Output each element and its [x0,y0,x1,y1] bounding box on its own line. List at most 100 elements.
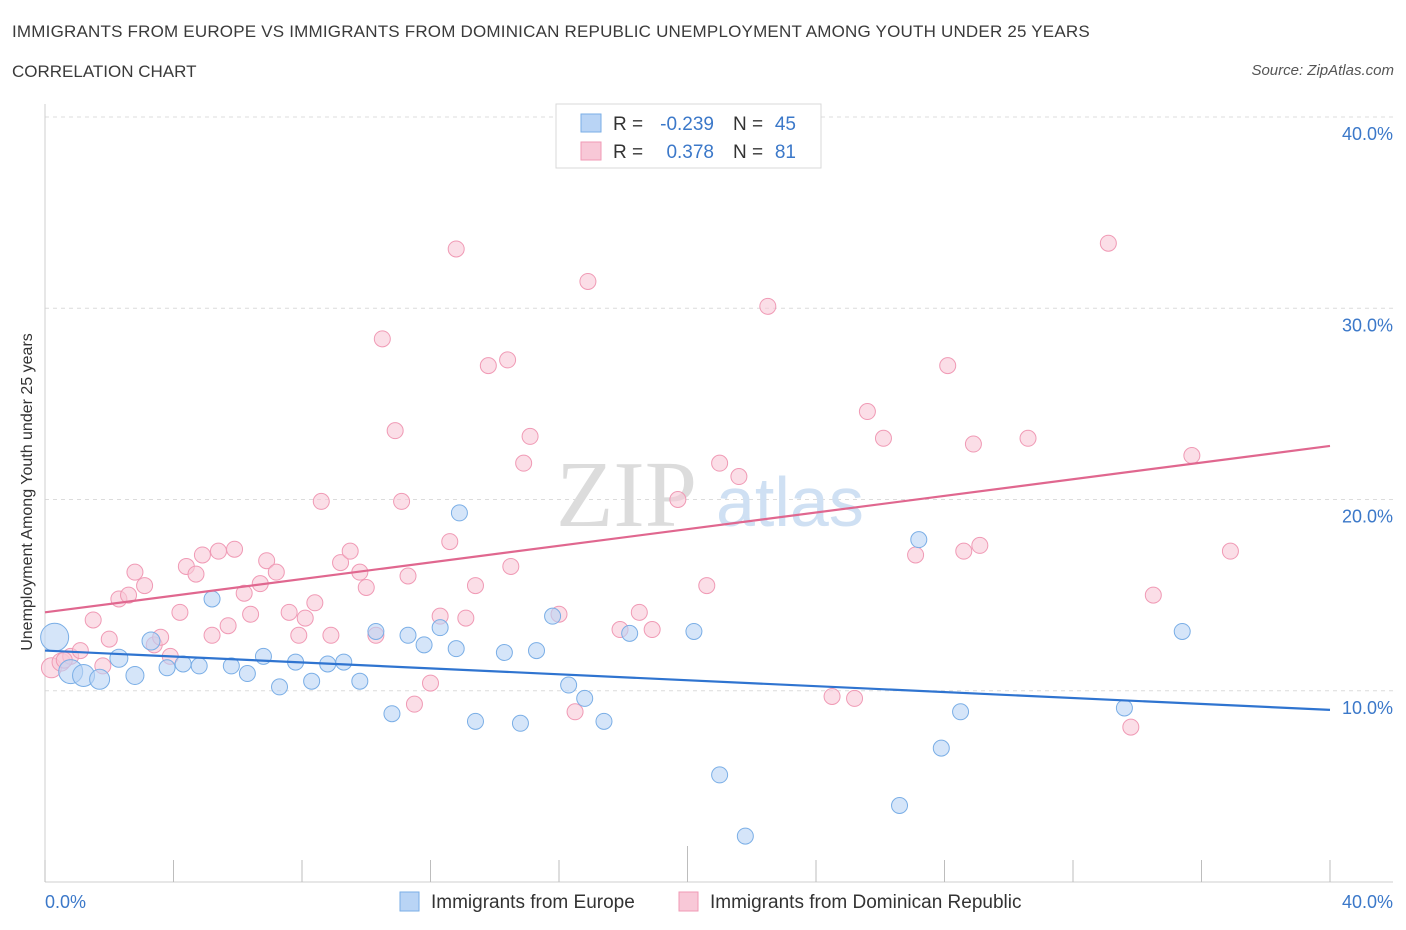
dominican-point [84,611,102,629]
dominican-point [971,536,989,554]
legend-europe-r-label: R = [613,114,643,135]
dominican-point [322,626,340,644]
legend-dominican-r-label: R = [613,142,643,163]
dominican-point [126,563,144,581]
europe-point [141,631,161,651]
dominican-point [643,621,661,639]
europe-point [736,827,754,845]
dominican-point [515,454,533,472]
europe-point [238,665,256,683]
y-tick-label: 20.0% [1342,507,1393,527]
dominican-point [219,617,237,635]
dominican-trend-line [44,444,1331,614]
dominican-point [267,563,285,581]
watermark: ZIP atlas [556,443,864,547]
dominican-point [630,603,648,621]
dominican-point [1019,429,1037,447]
europe-point [222,657,240,675]
x-tick-label-left: 0.0% [45,892,86,912]
dominican-point [1183,447,1201,465]
dominican-point [698,577,716,595]
dominican-point [357,578,375,596]
europe-point [595,712,613,730]
legend-dominican-n-label: N = [733,142,763,163]
dominican-point [120,586,138,604]
dominican-point [296,609,314,627]
europe-point [335,653,353,671]
dominican-point [1221,542,1239,560]
dominican-point [373,330,391,348]
europe-trend-line [44,649,1331,711]
dominican-point [669,491,687,508]
series-legend: Immigrants from Europe Immigrants from D… [399,891,1022,913]
dominican-point [447,240,465,258]
europe-point [1173,622,1191,640]
dominican-point [823,687,841,705]
europe-point [952,703,970,721]
legend-dominican-name: Immigrants from Dominican Republic [710,892,1022,913]
europe-point [271,678,289,696]
europe-point [528,642,546,660]
legend-swatch-europe [580,113,602,133]
europe-point [495,644,513,661]
dominican-point [566,703,584,721]
dominican-point [209,542,227,560]
dominican-point [521,427,539,445]
trend-lines [44,444,1331,711]
europe-point [40,622,70,652]
dominican-point [393,492,411,510]
dominican-point [874,429,892,447]
dominican-point [71,642,89,660]
dominican-point [332,554,350,572]
dominican-point [203,626,221,644]
europe-point [621,624,639,642]
dominican-point [499,351,517,369]
europe-point [383,705,401,723]
europe-point [466,712,484,730]
europe-point [367,622,385,640]
europe-point [891,797,909,814]
dominican-point [258,552,276,570]
axes [44,104,1393,883]
dominican-point [1122,718,1140,736]
europe-point [431,619,449,637]
stats-legend: R = -0.239 N = 45 R = 0.378 N = 81 [555,103,822,169]
dominican-point [479,357,497,375]
dominican-point [306,594,324,612]
europe-point [158,659,176,677]
europe-point [415,636,433,654]
europe-point [109,648,129,668]
dominican-point [226,540,244,558]
source-label: Source: ZipAtlas.com [1251,62,1394,79]
dominican-point [405,695,423,713]
dominican-point [441,533,459,551]
dominican-point [1144,586,1162,604]
dominican-point [193,546,211,564]
europe-point [511,714,529,732]
gridlines [45,116,1393,692]
dominican-point [235,584,253,602]
series-dominican-points [40,234,1239,736]
dominican-point [187,565,205,583]
dominican-point [457,609,475,627]
legend-dominican-n-value: 81 [775,142,796,163]
europe-point [174,655,192,673]
europe-point [576,689,594,707]
dominican-point [242,605,260,623]
europe-point [711,766,729,784]
legend-europe-swatch [399,891,420,912]
europe-point [932,739,950,757]
dominican-point [939,357,957,375]
europe-point [685,622,703,640]
x-tick-label-right: 40.0% [1342,892,1393,912]
europe-point [203,590,221,608]
dominican-point [466,577,484,595]
dominican-point [100,630,118,648]
dominican-point [759,297,777,315]
dominican-point [579,272,597,290]
europe-point [544,607,562,625]
legend-europe-n-label: N = [733,114,763,135]
legend-dominican-r-value: 0.378 [666,142,714,163]
dominican-point [955,542,973,560]
